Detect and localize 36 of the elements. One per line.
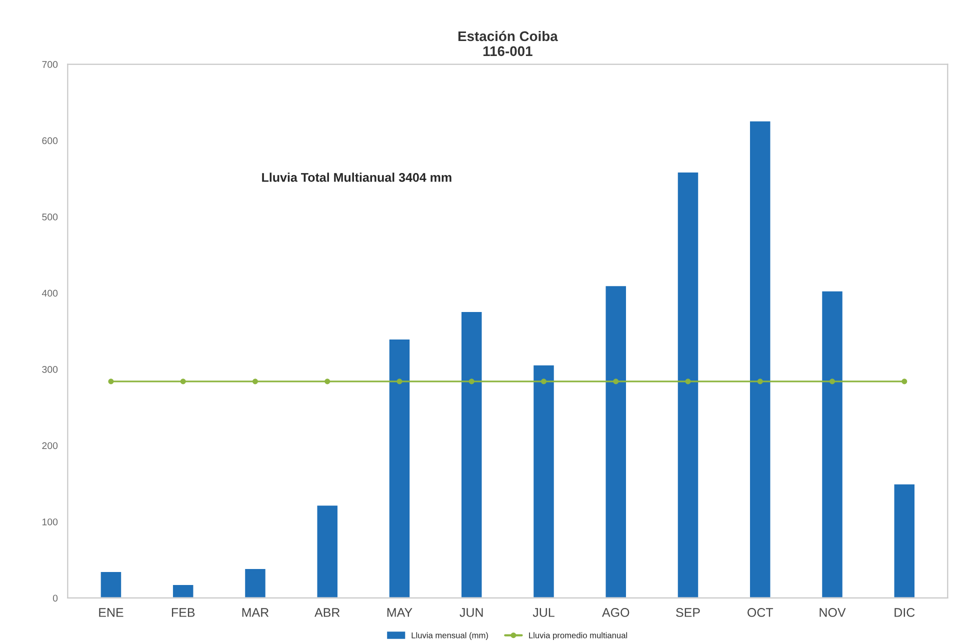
x-tick-label: MAY	[387, 608, 412, 617]
bar	[388, 338, 411, 598]
bar	[99, 570, 122, 598]
y-tick-label: 700	[42, 61, 58, 68]
x-tick-label: JUL	[532, 608, 554, 617]
x-tick-label: FEB	[172, 608, 195, 617]
y-tick-label: 200	[42, 442, 58, 450]
y-tick-label: 100	[42, 518, 58, 526]
y-tick-label: 300	[42, 366, 58, 373]
bar	[172, 584, 195, 598]
chart-title: Estación Coiba 116-001	[458, 30, 558, 56]
x-tick-label: SEP	[676, 608, 700, 617]
x-tick-label: DIC	[894, 608, 915, 617]
x-tick-label: NOV	[820, 608, 846, 617]
y-tick-label: 600	[42, 137, 58, 144]
bar	[820, 290, 844, 598]
bar	[676, 171, 700, 598]
legend-label: Lluvia promedio multianual	[529, 632, 628, 640]
legend-label: Lluvia mensual (mm)	[412, 632, 488, 640]
x-tick-label: JUN	[460, 608, 483, 617]
bar	[532, 364, 556, 598]
bar	[316, 504, 339, 598]
x-tick-label: OCT	[748, 608, 774, 617]
x-tick-label: AGO	[602, 608, 630, 617]
bar	[892, 482, 916, 598]
bar	[748, 120, 772, 598]
y-tick-label: 0	[52, 594, 58, 602]
bar	[604, 284, 628, 598]
annotation: Lluvia Total Multianual 3404 mm	[262, 172, 452, 182]
x-tick-label: ABR	[314, 608, 340, 617]
y-tick-label: 500	[42, 214, 58, 220]
bar	[460, 310, 484, 598]
x-tick-label: ENE	[99, 608, 124, 617]
x-tick-label: MAR	[242, 608, 269, 617]
bar	[244, 568, 267, 598]
y-tick-label: 400	[42, 290, 58, 297]
